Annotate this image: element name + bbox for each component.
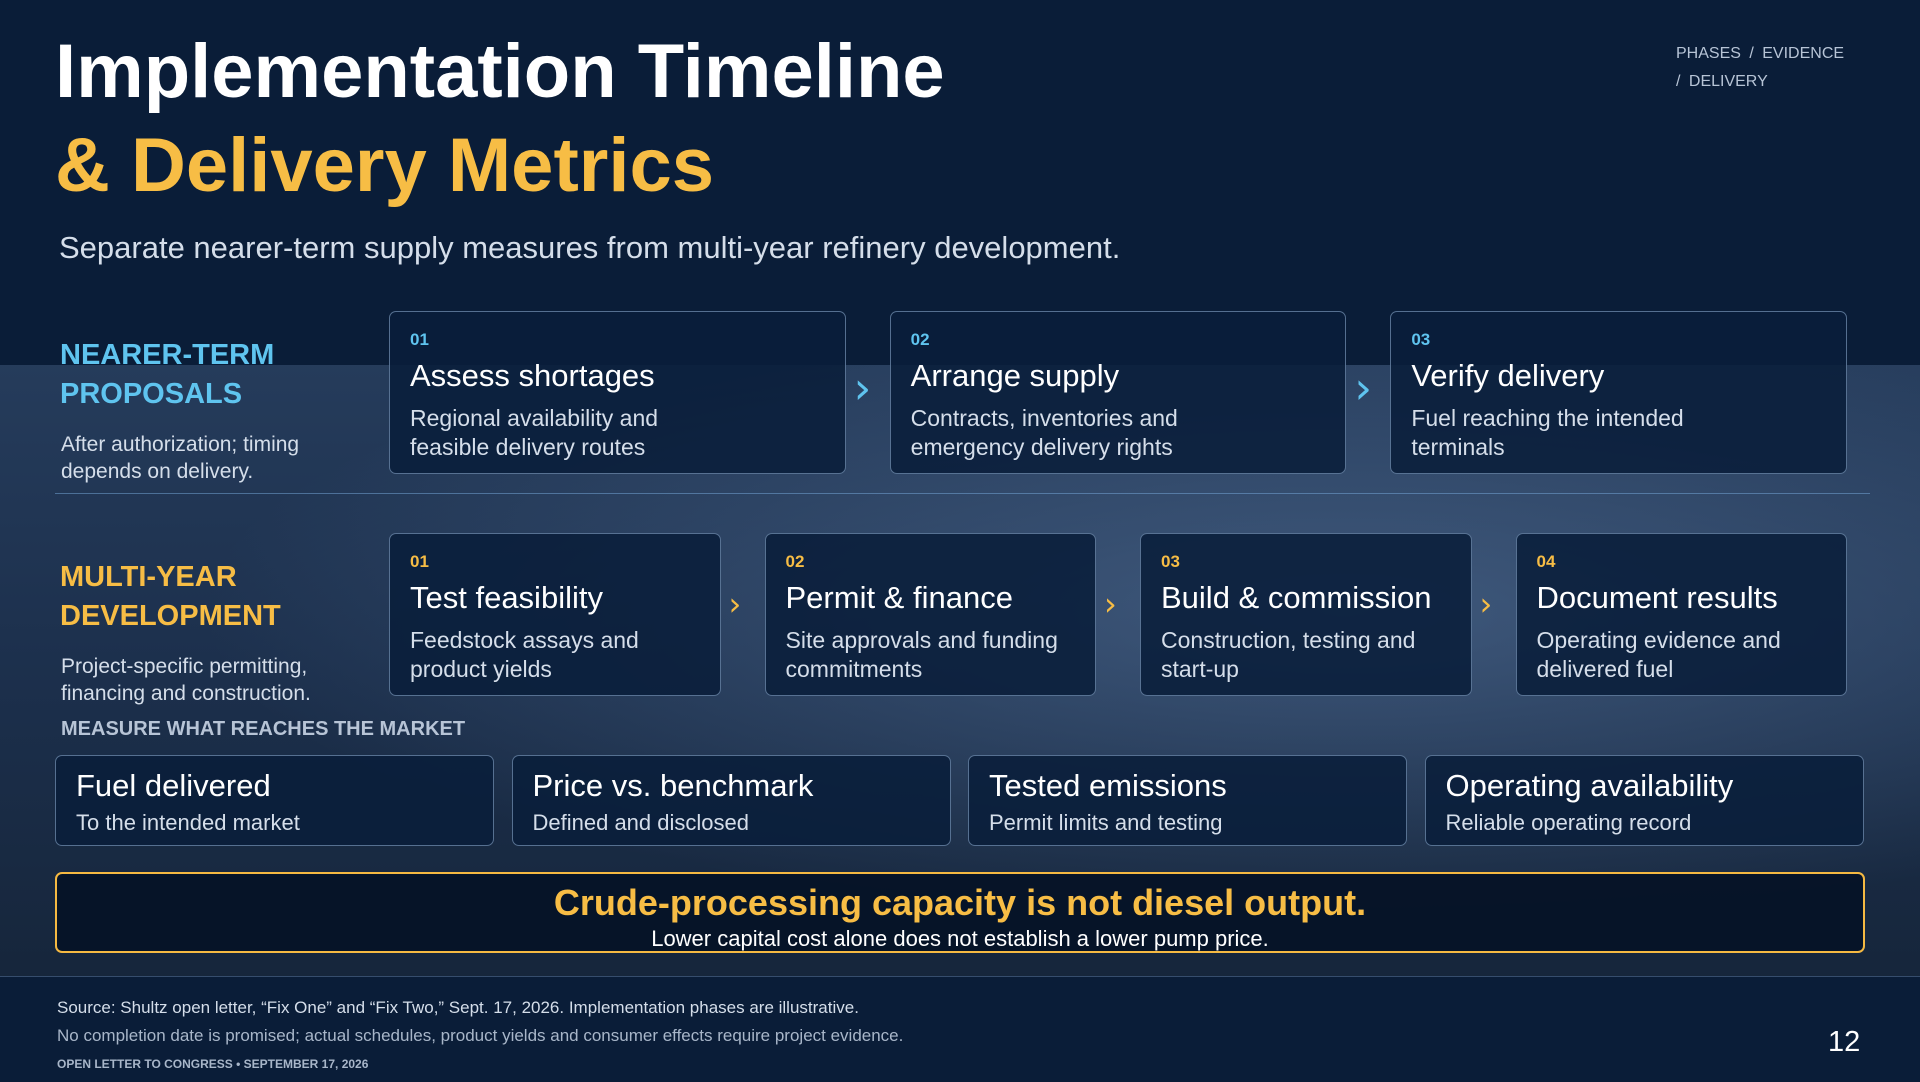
step-text: Feedstock assays and product yields [410,627,639,682]
step-card: 02 Permit & finance Site approvals and fun… [764,533,1096,696]
step-number: 02 [785,552,805,571]
step-arrow: › [1104,585,1117,623]
step-title: Test feasibility [410,580,603,615]
step-card: 03 Verify delivery Fuel reaching the inten… [1390,311,1847,474]
step-title: Build & commission [1161,580,1432,615]
metric-title: Fuel delivered [76,768,271,803]
footer [0,976,1920,1082]
step-card: 01 Test feasibility Feedstock assays and p… [389,533,721,696]
step-title: Permit & finance [785,580,1013,615]
step-text: Fuel reaching the intended terminals [1411,405,1684,460]
step-card: 04 Document results Operating evidence and… [1515,533,1847,696]
metric-text: To the intended market [76,810,300,835]
title: Implementation Timeline [55,29,945,114]
step-arrow: › [1354,363,1372,414]
metric-card: Fuel delivered To the intended market [55,755,494,846]
step-title: Document results [1536,580,1778,615]
step-card: 01 Assess shortages Regional availability … [389,311,846,474]
metric-card: Price vs. benchmark Defined and disclosed [511,755,951,846]
step-number: 04 [1536,552,1556,571]
callout-headline: Crude-processing capacity is not diesel … [553,882,1367,923]
row-note: Project-specific permitting, financing a… [61,655,311,705]
footnote: No completion date is promised; actual s… [57,1026,904,1045]
callout: Crude-processing capacity is not diesel … [55,872,1865,953]
step-arrow: › [1479,585,1493,623]
step-number: 01 [410,330,429,349]
metric-text: Reliable operating record [1445,810,1692,835]
metric-title: Tested emissions [989,768,1227,803]
step-card: 03 Build & commission Construction, testin… [1140,533,1472,696]
step-title: Verify delivery [1411,358,1605,393]
breadcrumb: PHASES / EVIDENCE / DELIVERY [1676,45,1845,90]
step-text: Site approvals and funding commitments [785,627,1058,682]
callout-text: Lower capital cost alone does not establ… [651,926,1269,951]
step-number: 02 [910,330,930,349]
title: & Delivery Metrics [55,123,714,208]
step-text: Contracts, inventories and emergency del… [910,405,1178,460]
metric-text: Defined and disclosed [532,810,749,835]
metrics-heading: MEASURE WHAT REACHES THE MARKET [61,718,466,740]
step-title: Assess shortages [410,358,655,393]
step-number: 01 [410,552,429,571]
page-number: 12 [1828,1026,1861,1058]
source: Source: Shultz open letter, “Fix One” an… [57,998,859,1017]
metric-title: Price vs. benchmark [532,768,814,803]
publication: OPEN LETTER TO CONGRESS • SEPTEMBER 17, … [57,1057,369,1071]
row-label: NEARER-TERM PROPOSALS [60,339,275,410]
step-card: 02 Arrange supply Contracts, inventories a… [889,311,1347,474]
step-number: 03 [1161,552,1180,571]
step-text: Operating evidence and delivered fuel [1536,627,1781,682]
metric-title: Operating availability [1445,768,1734,803]
step-arrow: › [728,585,742,623]
step-text: Regional availability and feasible deliv… [410,405,659,460]
metric-card: Operating availability Reliable operating… [1424,755,1864,846]
metric-card: Tested emissions Permit limits and testin… [968,755,1407,846]
subtitle: Separate nearer-term supply measures fro… [59,230,1121,265]
step-arrow: › [853,363,872,414]
step-text: Construction, testing and start-up [1161,627,1416,682]
step-title: Arrange supply [910,358,1120,393]
row-label: MULTI-YEAR DEVELOPMENT [60,561,281,632]
step-number: 03 [1411,330,1431,349]
metric-text: Permit limits and testing [989,810,1223,835]
row-note: After authorization; timing depends on d… [61,433,300,483]
divider [55,493,1870,494]
